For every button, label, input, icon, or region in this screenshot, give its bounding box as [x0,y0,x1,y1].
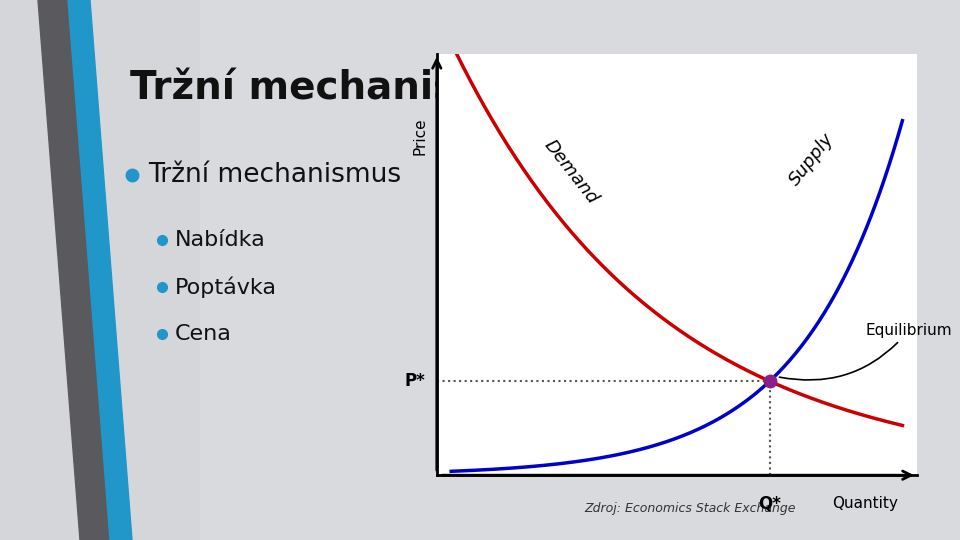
Text: Supply: Supply [785,130,837,189]
Text: Price: Price [413,117,427,155]
Text: Tržní mechanismus: Tržní mechanismus [148,162,401,188]
Text: Q*: Q* [758,494,781,512]
Text: Demand: Demand [540,137,602,207]
Polygon shape [68,0,132,540]
Text: Equilibrium: Equilibrium [780,323,952,380]
Text: Poptávka: Poptávka [175,276,277,298]
Text: Zdroj: Economics Stack Exchange: Zdroj: Economics Stack Exchange [585,502,796,515]
Text: Quantity: Quantity [831,496,898,511]
Text: P*: P* [404,372,424,390]
Polygon shape [38,0,110,540]
Text: Tržní mechanismus II: Tržní mechanismus II [130,70,590,108]
Bar [200,0,960,540]
Text: Nabídka: Nabídka [175,230,266,250]
Text: Cena: Cena [175,324,232,344]
